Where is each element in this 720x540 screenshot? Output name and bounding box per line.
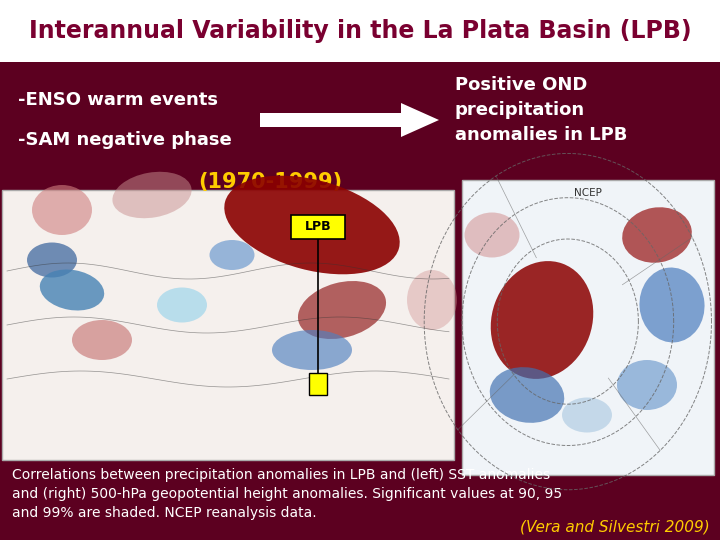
- Ellipse shape: [298, 281, 386, 339]
- Ellipse shape: [210, 240, 254, 270]
- Ellipse shape: [272, 330, 352, 370]
- Ellipse shape: [491, 261, 593, 379]
- Ellipse shape: [562, 397, 612, 433]
- Ellipse shape: [112, 172, 192, 218]
- Text: -SAM negative phase: -SAM negative phase: [18, 131, 232, 149]
- Bar: [462, 180, 714, 475]
- Ellipse shape: [27, 242, 77, 278]
- Ellipse shape: [157, 287, 207, 322]
- Ellipse shape: [407, 270, 457, 330]
- Bar: [260, 113, 401, 127]
- Ellipse shape: [225, 176, 400, 274]
- Ellipse shape: [617, 360, 677, 410]
- FancyBboxPatch shape: [292, 215, 346, 239]
- Ellipse shape: [622, 207, 692, 263]
- Ellipse shape: [639, 267, 705, 342]
- Text: Positive OND
precipitation
anomalies in LPB: Positive OND precipitation anomalies in …: [455, 76, 627, 144]
- Polygon shape: [401, 103, 439, 137]
- Text: LPB: LPB: [305, 220, 332, 233]
- Bar: [310, 373, 328, 395]
- Text: NCEP: NCEP: [574, 188, 602, 198]
- Text: -ENSO warm events: -ENSO warm events: [18, 91, 218, 109]
- Ellipse shape: [490, 367, 564, 423]
- Text: (1970-1999): (1970-1999): [198, 172, 342, 192]
- Text: (Vera and Silvestri 2009): (Vera and Silvestri 2009): [521, 520, 710, 535]
- Bar: [2, 190, 454, 460]
- Bar: [0, 0, 720, 62]
- Text: Correlations between precipitation anomalies in LPB and (left) SST anomalies
and: Correlations between precipitation anoma…: [12, 468, 562, 520]
- Text: Interannual Variability in the La Plata Basin (LPB): Interannual Variability in the La Plata …: [29, 19, 691, 43]
- Ellipse shape: [32, 185, 92, 235]
- Ellipse shape: [72, 320, 132, 360]
- Ellipse shape: [464, 213, 520, 258]
- Ellipse shape: [40, 269, 104, 310]
